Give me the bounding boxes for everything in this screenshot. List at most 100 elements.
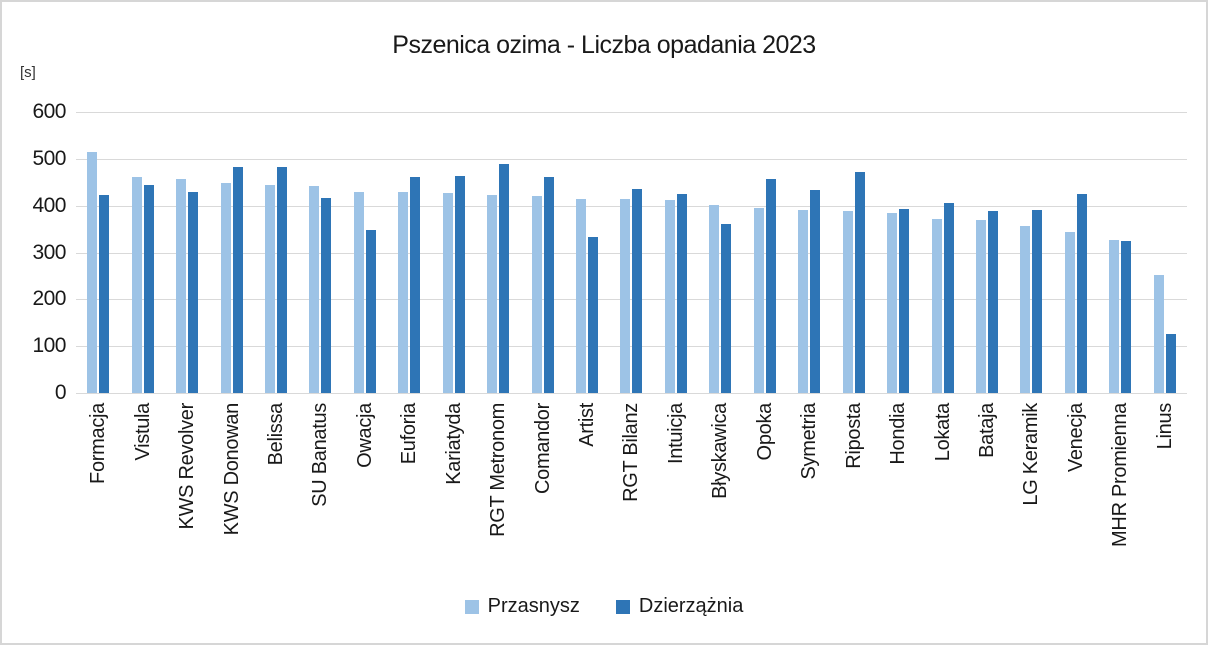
- category-group: [876, 112, 920, 393]
- x-tick-label: Riposta: [842, 403, 865, 469]
- category-group: [698, 112, 742, 393]
- x-tick-cell: KWS Revolver: [165, 403, 209, 575]
- bar: [576, 198, 587, 393]
- x-tick-label: RGT Metronom: [487, 403, 510, 537]
- bar: [676, 193, 687, 393]
- x-tick-cell: Bataja: [965, 403, 1009, 575]
- x-tick-cell: MHR Promienna: [1098, 403, 1142, 575]
- category-group: [1054, 112, 1098, 393]
- bar: [1165, 334, 1176, 393]
- bar: [664, 200, 675, 393]
- x-tick-cell: Venecja: [1054, 403, 1098, 575]
- bar: [353, 191, 364, 393]
- legend-label: Przasnysz: [487, 595, 580, 617]
- x-tick-cell: KWS Donowan: [209, 403, 253, 575]
- category-group: [298, 112, 342, 393]
- bar: [410, 177, 421, 393]
- x-tick-label: Formacja: [87, 403, 110, 484]
- bar: [842, 211, 853, 393]
- category-group: [76, 112, 120, 393]
- x-tick-label: Bataja: [975, 403, 998, 458]
- legend-entry: Przasnysz: [464, 595, 580, 618]
- bar: [487, 195, 498, 393]
- category-group: [120, 112, 164, 393]
- category-group: [965, 112, 1009, 393]
- bar: [220, 183, 231, 393]
- y-tick-label: 100: [32, 334, 66, 358]
- category-group: [743, 112, 787, 393]
- x-tick-label: Hondia: [887, 403, 910, 465]
- bar: [943, 203, 954, 393]
- bar: [931, 218, 942, 393]
- x-tick-label: RGT Bilanz: [620, 403, 643, 502]
- gridline: [76, 205, 1187, 207]
- bar: [1109, 239, 1120, 393]
- x-tick-label: Belissa: [264, 403, 287, 466]
- x-tick-cell: Symetria: [787, 403, 831, 575]
- bar: [753, 208, 764, 393]
- category-group: [254, 112, 298, 393]
- y-tick-label: 200: [32, 287, 66, 311]
- y-axis-unit-label: [s]: [20, 64, 36, 81]
- x-tick-label: Linus: [1153, 403, 1176, 450]
- bar: [1121, 241, 1132, 393]
- x-tick-cell: Formacja: [76, 403, 120, 575]
- bar: [1064, 232, 1075, 393]
- bar: [188, 192, 199, 393]
- x-tick-label: Owacja: [353, 403, 376, 468]
- category-group: [1098, 112, 1142, 393]
- bar: [632, 189, 643, 393]
- x-tick-cell: RGT Bilanz: [609, 403, 653, 575]
- y-tick-label: 0: [54, 381, 67, 404]
- bar: [543, 177, 554, 393]
- x-tick-cell: Artist: [565, 403, 609, 575]
- x-tick-cell: Błyskawica: [698, 403, 742, 575]
- legend-entry: Dzierzążnia: [615, 595, 744, 618]
- category-group: [165, 112, 209, 393]
- bar: [709, 205, 720, 393]
- gridline: [76, 158, 1187, 160]
- x-tick-label: Kariatyda: [442, 403, 465, 485]
- x-tick-cell: Opoka: [743, 403, 787, 575]
- gridline: [76, 112, 1187, 113]
- bar: [454, 176, 465, 393]
- x-tick-label: Lokata: [931, 403, 954, 462]
- x-tick-label: Artist: [576, 403, 599, 447]
- category-group: [654, 112, 698, 393]
- x-tick-cell: Comandor: [520, 403, 564, 575]
- bars-row: [76, 112, 1187, 393]
- bar: [398, 191, 409, 393]
- y-tick-label: 600: [32, 100, 66, 123]
- x-tick-cell: Lokata: [920, 403, 964, 575]
- bar: [1032, 209, 1043, 393]
- bar: [1076, 193, 1087, 393]
- bar: [87, 151, 98, 393]
- x-tick-cell: LG Keramik: [1009, 403, 1053, 575]
- bar: [309, 186, 320, 393]
- category-group: [432, 112, 476, 393]
- category-group: [387, 112, 431, 393]
- bar: [887, 212, 898, 393]
- x-tick-cell: Hondia: [876, 403, 920, 575]
- x-tick-label: SU Banatus: [309, 403, 332, 507]
- legend-swatch: [615, 599, 630, 614]
- bar: [99, 194, 110, 393]
- bar: [899, 209, 910, 393]
- y-tick-label: 400: [32, 193, 66, 217]
- bar: [1153, 274, 1164, 393]
- legend-label: Dzierzążnia: [638, 595, 744, 617]
- bar: [588, 236, 599, 393]
- bar: [810, 190, 821, 393]
- y-tick-label: 300: [32, 240, 66, 264]
- x-tick-label: Opoka: [753, 403, 776, 461]
- gridline: [76, 299, 1187, 301]
- x-tick-label: Euforia: [398, 403, 421, 465]
- x-tick-cell: Owacja: [343, 403, 387, 575]
- legend: Przasnysz Dzierzążnia: [2, 595, 1206, 618]
- bar: [721, 223, 732, 393]
- bar: [442, 192, 453, 393]
- category-group: [609, 112, 653, 393]
- bar: [321, 197, 332, 393]
- gridline: [76, 346, 1187, 348]
